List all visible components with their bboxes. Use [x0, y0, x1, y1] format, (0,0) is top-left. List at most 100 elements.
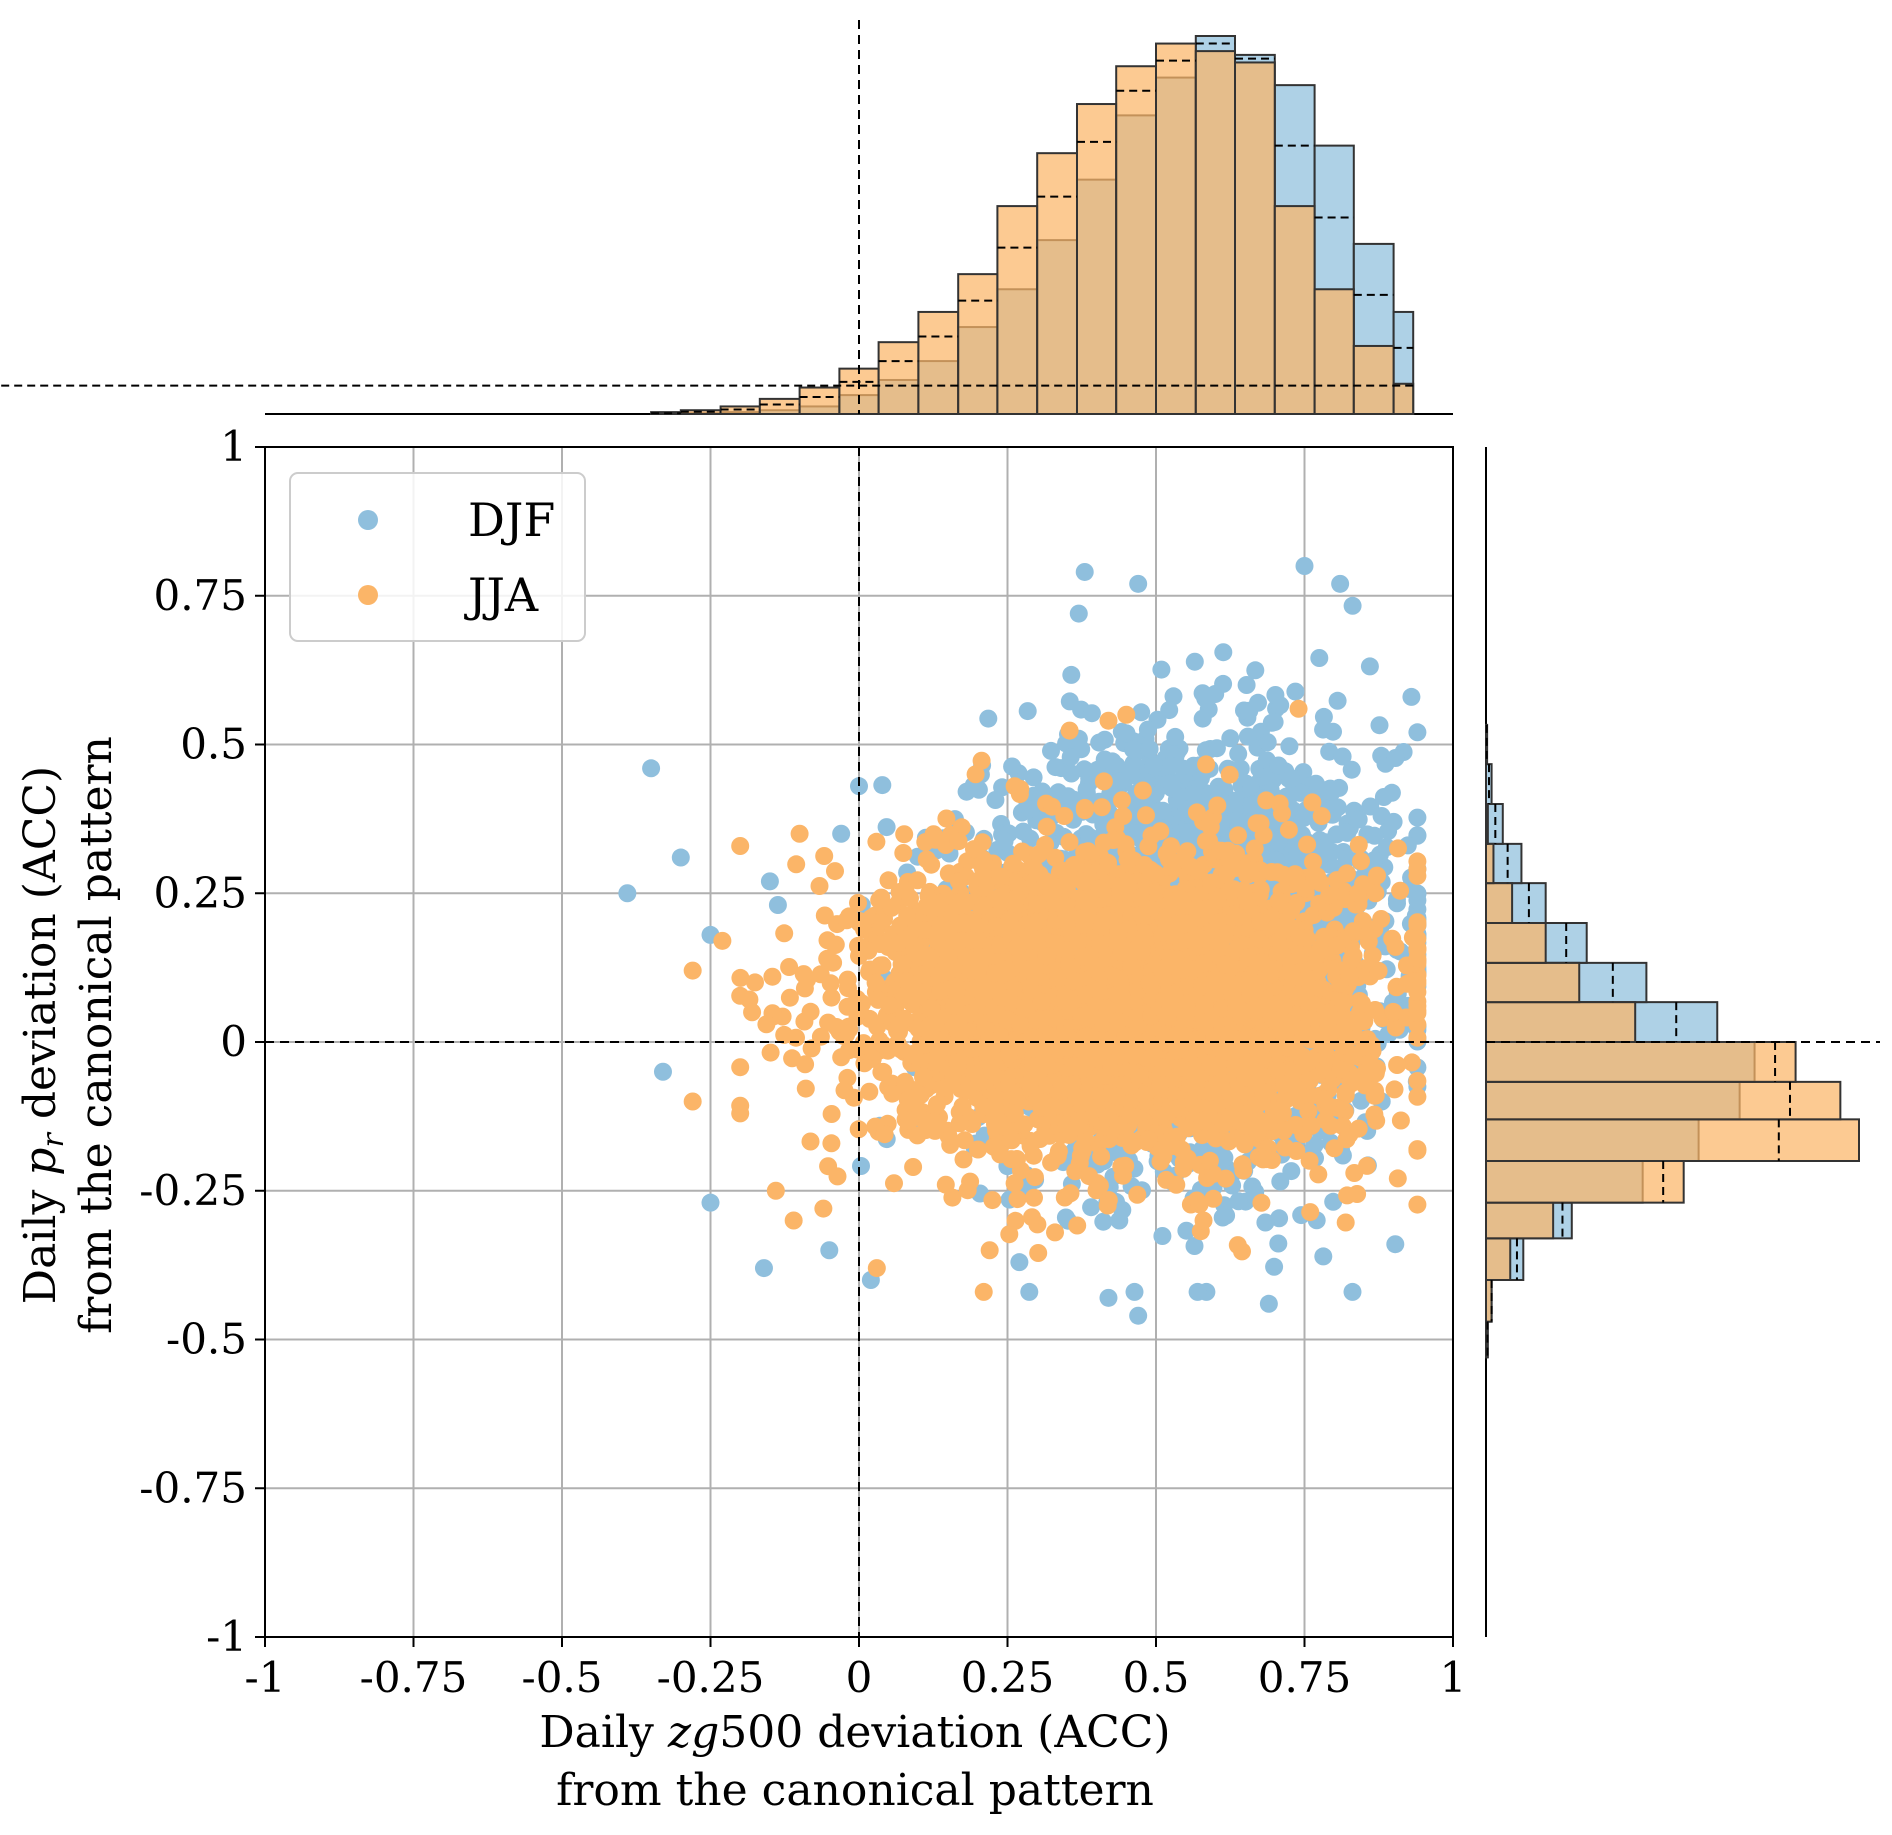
scatter-point — [1265, 713, 1284, 732]
scatter-point — [954, 1150, 973, 1169]
scatter-point — [1215, 1148, 1234, 1167]
scatter-point — [1124, 740, 1143, 759]
scatter-point — [1068, 1216, 1087, 1235]
scatter-point — [1043, 797, 1061, 816]
scatter-point — [1374, 788, 1393, 806]
histogram-bar — [1075, 103, 1118, 415]
scatter-point — [1269, 832, 1288, 851]
scatter-point — [1249, 693, 1267, 712]
scatter-point — [961, 1172, 980, 1191]
scatter-point — [1295, 557, 1314, 575]
scatter-point — [1197, 755, 1216, 774]
right-hist-mean-marks — [1485, 724, 1791, 1358]
scatter-point — [1309, 778, 1328, 797]
scatter-point — [1266, 686, 1285, 704]
histogram-bar — [957, 273, 999, 416]
scatter-point — [1343, 596, 1362, 615]
histogram-bar — [758, 397, 801, 416]
scatter-point — [1082, 1198, 1101, 1217]
scatter-point — [1388, 1169, 1407, 1188]
scatter-point — [1365, 851, 1383, 870]
scatter-point — [1077, 783, 1096, 802]
top-hist-series-jja — [650, 42, 1415, 416]
scatter-point — [1185, 652, 1204, 671]
histogram-bar — [1115, 65, 1158, 416]
scatter-point — [1312, 807, 1331, 826]
histogram-bar — [1485, 1160, 1685, 1204]
scatter-point — [894, 844, 913, 862]
scatter-point — [1132, 703, 1151, 722]
scatter-point — [1282, 1162, 1301, 1181]
histogram-bar — [1485, 961, 1581, 1004]
scatter-point — [1193, 684, 1212, 703]
scatter-point — [1080, 827, 1099, 846]
right-marginal-histogram — [1485, 447, 1880, 1637]
scatter-point — [904, 1158, 923, 1176]
scatter-point — [1075, 760, 1094, 779]
histogram-bar — [1485, 1080, 1842, 1121]
scatter-point — [1129, 1306, 1148, 1325]
histogram-bar — [1485, 842, 1495, 885]
scatter-point — [1229, 826, 1247, 845]
histogram-bar — [1485, 1001, 1637, 1044]
scatter-point — [1003, 757, 1022, 776]
scatter-point — [1164, 687, 1183, 706]
scatter-point — [1361, 797, 1380, 816]
histogram-bar — [1313, 288, 1355, 416]
scatter-point — [1060, 692, 1079, 711]
scatter-point — [1152, 660, 1171, 679]
histogram-bar — [917, 310, 960, 415]
scatter-point — [1229, 1192, 1248, 1211]
scatter-point — [1177, 1221, 1196, 1240]
scatter-point — [801, 1132, 820, 1151]
scatter-point — [1280, 737, 1299, 756]
scatter-point — [1111, 772, 1130, 791]
scatter-point — [760, 872, 779, 891]
histogram-bar — [1485, 882, 1514, 925]
scatter-point — [618, 884, 637, 903]
scatter-point — [1140, 740, 1159, 758]
scatter-point — [1221, 795, 1240, 813]
scatter-point — [1365, 826, 1384, 845]
scatter-point — [1204, 1189, 1223, 1208]
scatter-point — [1238, 727, 1257, 746]
scatter-point — [1246, 661, 1265, 680]
histogram-bar — [1036, 152, 1078, 415]
scatter-point — [822, 1134, 841, 1153]
scatter-point — [1408, 723, 1427, 742]
scatter-point — [1112, 722, 1131, 741]
histogram-bar — [1392, 382, 1415, 416]
scatter-point — [796, 1079, 815, 1098]
scatter-point — [1370, 716, 1389, 735]
histogram-bar — [1352, 344, 1395, 415]
scatter-point — [1061, 748, 1080, 766]
histogram-bar — [1485, 1041, 1797, 1083]
scatter-point — [1018, 702, 1037, 721]
scatter-point — [1237, 676, 1256, 694]
scatter-point — [1386, 1235, 1405, 1254]
scatter-point — [1214, 643, 1233, 662]
scatter-point — [1082, 704, 1101, 723]
scatter-point — [1245, 839, 1264, 858]
histogram-bar — [996, 205, 1039, 415]
scatter-point — [955, 1131, 974, 1150]
scatter-point — [1129, 574, 1148, 593]
histogram-bar — [1485, 1201, 1555, 1240]
scatter-point — [950, 1114, 969, 1133]
scatter-point — [1154, 801, 1172, 820]
scatter-point — [986, 791, 1005, 809]
scatter-point — [1342, 760, 1361, 779]
scatter-point — [802, 1039, 821, 1058]
scatter-point — [1202, 873, 1220, 892]
top-hist-mean-marks — [0, 42, 1414, 415]
scatter-point — [1069, 604, 1088, 623]
scatter-point — [1310, 649, 1329, 667]
scatter-point — [1408, 1072, 1427, 1090]
scatter-point — [1256, 1213, 1275, 1232]
scatter-point — [1144, 757, 1163, 775]
scatter-point — [1384, 812, 1403, 831]
scatter-point — [1269, 756, 1288, 775]
scatter-point — [1408, 808, 1427, 827]
scatter-point — [768, 896, 787, 914]
